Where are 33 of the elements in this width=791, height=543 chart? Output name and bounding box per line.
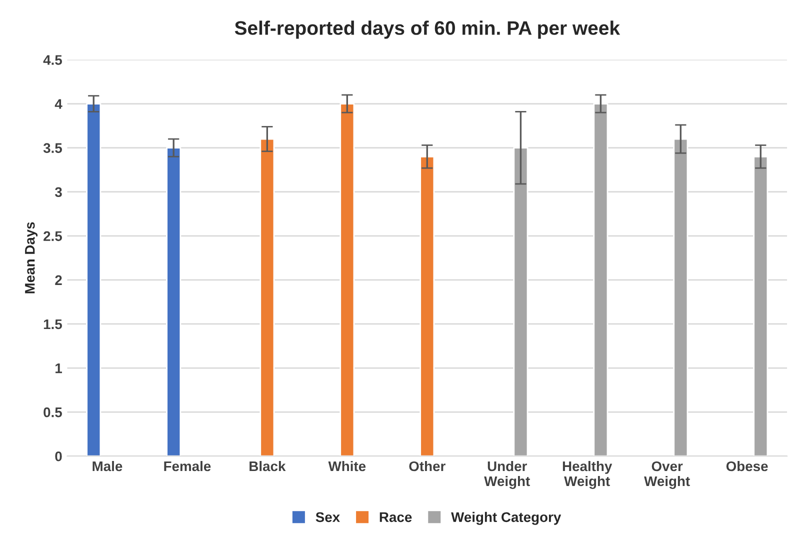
y-tick-label: 2.5 [44, 231, 62, 242]
legend-label: Race [380, 512, 412, 522]
x-tick-label: Black [250, 460, 286, 472]
y-tick-label: 1.5 [44, 319, 62, 330]
bar [340, 103, 355, 456]
x-tick-label: Male [92, 460, 122, 472]
bar [753, 156, 768, 456]
x-tick-label: Under Weight [484, 460, 530, 489]
legend-label: Weight Category [451, 512, 562, 525]
chart-title: Self-reported days of 60 min. PA per week [234, 20, 620, 39]
bar [593, 103, 608, 456]
x-tick-label: Female [164, 460, 211, 472]
x-tick-label: Over Weight [644, 461, 690, 489]
bar [86, 103, 102, 456]
y-tick-label: 0 [55, 451, 62, 462]
bar [673, 138, 688, 456]
y-tick-label: 1 [56, 364, 62, 374]
legend-label: Sex [316, 512, 340, 522]
y-tick-label: 3 [54, 187, 62, 198]
x-tick-label: White [328, 460, 366, 472]
y-tick-label: 3.5 [43, 143, 62, 154]
x-tick-label: Other [409, 460, 446, 472]
y-tick-label: 0.5 [44, 407, 62, 418]
bar [166, 147, 182, 456]
bar [513, 147, 528, 456]
y-axis-title: Mean Days [25, 222, 38, 294]
y-tick-label: 2 [55, 275, 62, 285]
x-tick-label: Healthy Weight [562, 460, 612, 489]
bar [260, 138, 275, 456]
bar [420, 156, 435, 456]
y-tick-label: 4.5 [43, 55, 62, 65]
y-tick-label: 4 [54, 99, 62, 109]
x-tick-label: Obese [726, 460, 768, 472]
